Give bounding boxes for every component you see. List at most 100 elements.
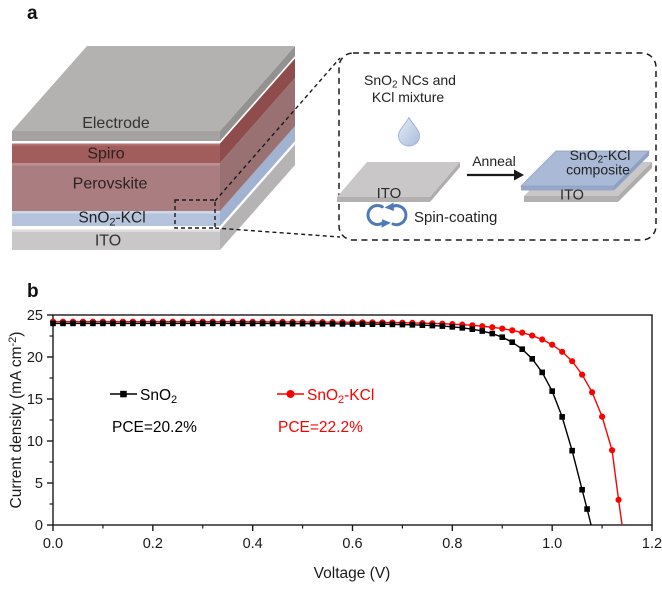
inset-ito-plate-front: [337, 197, 430, 202]
device-schematic: Electrode Spiro Perovskite SnO2-KCl ITO …: [12, 46, 657, 250]
perovskite-layer-side: [220, 78, 295, 211]
data-point-circle: [569, 358, 576, 365]
data-point-square: [150, 320, 156, 327]
data-point-square: [160, 320, 166, 327]
data-point-square: [369, 321, 376, 327]
anneal-label: Anneal: [472, 153, 516, 169]
data-point-square: [209, 320, 216, 327]
axis-ticks: 0.0 0.2 0.4 0.6 0.8 1.0 1.2 0 5 10 15 20 25: [27, 308, 662, 552]
data-point-square: [110, 320, 116, 327]
data-point-square: [269, 320, 276, 327]
x-tick-label: 0.6: [342, 536, 362, 552]
data-point-square: [90, 320, 96, 327]
legend-marker-sno2-kcl: [286, 390, 295, 398]
data-point-square: [100, 320, 106, 327]
data-point-square: [50, 320, 56, 327]
data-point-circle: [529, 332, 536, 339]
mixture-label-line1: SnO2 NCs and: [364, 72, 456, 91]
data-point-square: [409, 322, 416, 328]
x-axis-label: Voltage (V): [314, 565, 391, 582]
electrode-label: Electrode: [82, 115, 150, 132]
data-point-square: [140, 320, 146, 327]
data-point-square: [60, 320, 66, 327]
data-point-circle: [559, 348, 566, 355]
data-point-square: [379, 321, 386, 328]
ito-layer-side: [220, 144, 295, 250]
data-point-square: [70, 320, 76, 327]
ito-layer-front: [12, 229, 220, 250]
series-curves: [49, 318, 623, 526]
spiro-layer-side: [220, 58, 295, 163]
x-tick-label: 1.0: [542, 536, 562, 552]
data-point-square: [429, 322, 436, 329]
data-point-square: [289, 320, 296, 327]
data-point-square: [299, 320, 306, 327]
inset-blue-plate-front: [521, 186, 614, 191]
spiro-layer-edge: [12, 143, 220, 146]
inset-blue-plate-top: [520, 150, 650, 187]
electrode-layer-front: [12, 131, 220, 141]
right-arrow-head: [514, 169, 524, 181]
data-point-square: [459, 325, 466, 331]
inset-ito-label: ITO: [377, 185, 402, 202]
spin-coating-label: Spin-coating: [414, 209, 497, 226]
magnifier-callout-box: [174, 199, 216, 229]
y-tick-label: 5: [35, 476, 43, 492]
inset-blue-plate-side: [614, 151, 649, 191]
y-tick-label: 10: [27, 434, 43, 450]
x-tick-label: 0.4: [243, 536, 263, 552]
y-tick-label: 20: [27, 350, 43, 366]
data-point-circle: [479, 323, 486, 330]
data-point-square: [349, 321, 356, 327]
electrode-layer-side: [220, 46, 295, 141]
data-point-square: [259, 320, 266, 327]
data-point-circle: [579, 371, 586, 378]
spiro-label: Spiro: [87, 146, 124, 163]
data-point-square: [569, 447, 575, 454]
sno2kcl-layer-front: [12, 211, 220, 226]
y-axis-label: Current density (mA cm-2): [7, 332, 25, 509]
x-tick-label: 1.2: [642, 536, 662, 552]
mixture-label-line2: KCl mixture: [372, 89, 445, 105]
perovskite-layer-front: [12, 163, 220, 211]
data-point-square: [130, 320, 136, 327]
electrode-layer-top: [12, 46, 295, 131]
perovskite-label: Perovskite: [73, 176, 148, 193]
pce-label-sno2-kcl: PCE=22.2%: [278, 419, 363, 436]
pce-label-sno2: PCE=20.2%: [112, 419, 197, 436]
ito-label: ITO: [95, 233, 121, 250]
panel-a-label: a: [27, 3, 38, 24]
inset-result-base-side: [618, 162, 652, 202]
data-point-square: [120, 320, 126, 327]
callout-line-top: [214, 57, 341, 202]
legend-label-sno2-kcl: SnO2-KCl: [307, 387, 374, 406]
data-point-circle: [509, 327, 516, 334]
jv-chart: 0.0 0.2 0.4 0.6 0.8 1.0 1.2 0 5 10 15 20 25 Voltage …: [7, 308, 662, 582]
data-point-square: [399, 321, 406, 328]
data-point-square: [249, 320, 256, 327]
data-point-square: [339, 321, 346, 327]
data-point-square: [309, 320, 316, 327]
data-point-square: [329, 321, 336, 327]
perovskite-layer-edge: [12, 163, 220, 166]
data-point-square: [239, 320, 246, 327]
legend-label-sno2: SnO2: [140, 387, 177, 406]
inset-result-ito-label: ITO: [560, 188, 584, 204]
x-tick-label: 0.0: [43, 536, 63, 552]
spiro-layer-front: [12, 143, 220, 163]
data-point-square: [199, 320, 206, 327]
data-point-square: [499, 334, 506, 340]
x-tick-label: 0.8: [442, 536, 462, 552]
data-point-square: [529, 356, 535, 362]
data-point-circle: [539, 336, 546, 343]
data-point-circle: [499, 325, 506, 332]
inset-composite-label-line1: SnO2-KCl: [570, 147, 631, 166]
data-point-square: [439, 323, 446, 329]
data-point-square: [579, 486, 585, 493]
data-point-circle: [615, 496, 622, 503]
y-tick-label: 0: [35, 518, 43, 534]
water-droplet-icon: [398, 116, 420, 147]
data-point-square: [559, 414, 565, 420]
data-point-square: [279, 320, 286, 327]
data-point-square: [80, 320, 86, 327]
